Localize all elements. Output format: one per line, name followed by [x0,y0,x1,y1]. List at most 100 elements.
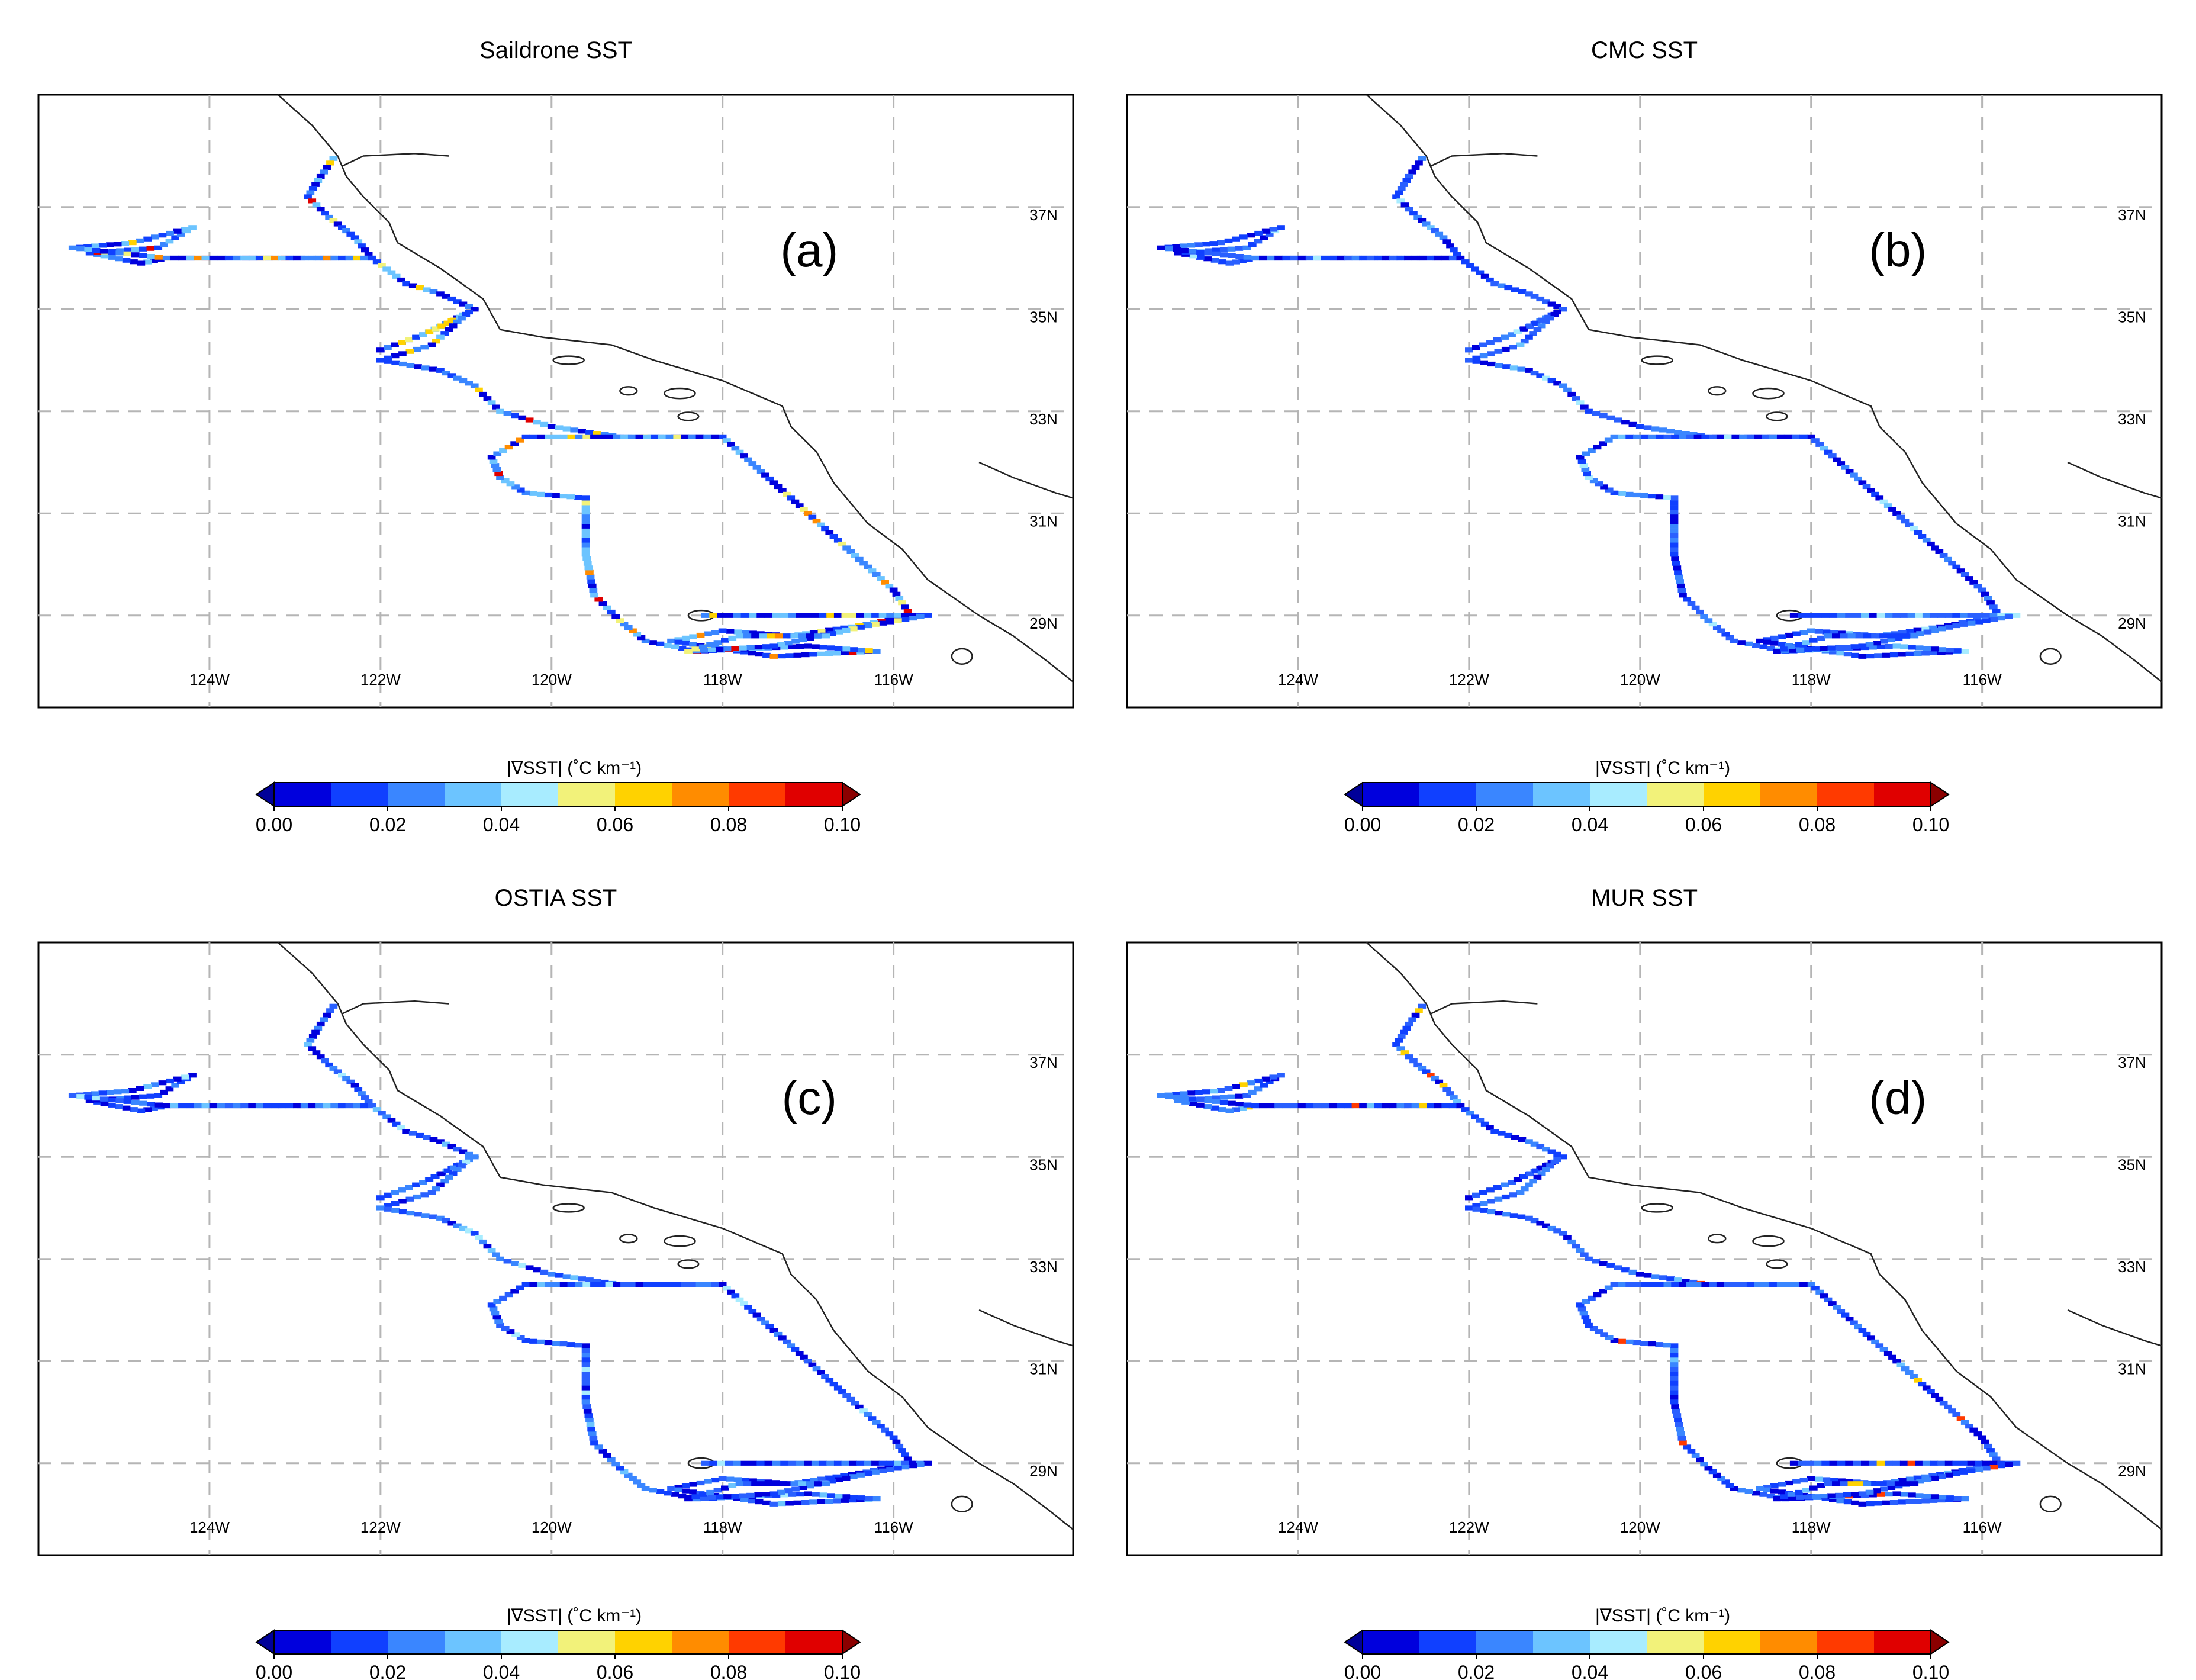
track-cell [1952,1470,1961,1476]
track-cell [209,1103,218,1109]
track-cell [506,481,515,487]
track-cell [1670,519,1679,524]
track-cell [1975,613,1983,618]
track-cell [1670,1343,1679,1348]
track-cell [681,1488,690,1494]
track-cell [285,1103,294,1109]
track-cell [1762,434,1770,439]
lon-tick-label: 120W [1620,671,1660,688]
track-cell [877,1424,885,1429]
track-cell [892,1439,901,1444]
track-cell [1885,613,1893,618]
track-cell [1691,605,1700,610]
track-cell [338,1073,346,1078]
track-cell [752,465,761,470]
track-cell [143,1107,152,1112]
track-cell [749,630,757,636]
track-cell [796,613,804,618]
track-cell [1670,514,1679,520]
track-cell [1493,337,1502,343]
track-cell [1212,1095,1221,1100]
track-cell [1944,556,1952,562]
track-cell [1960,622,1968,627]
track-cell [504,1292,513,1298]
track-cell [814,633,822,639]
track-cell [1374,1103,1383,1109]
track-cell [1274,255,1283,261]
track-cell [865,1496,873,1501]
track-cell [1876,613,1885,618]
bay-inlet-coastline [1430,1000,1538,1015]
track-cell [1944,613,1953,618]
colorbar-extend-low [1344,781,1363,807]
track-cell [603,1453,611,1458]
track-cell [308,1046,317,1051]
track-cell [1916,631,1924,636]
track-cell [674,1487,683,1492]
track-cell [429,1137,438,1142]
track-cell [751,633,759,639]
track-cell [353,1103,361,1109]
track-cell [479,1239,487,1245]
track-cell [1837,1309,1846,1314]
track-cell [1845,1317,1854,1322]
track-cell [593,431,601,436]
track-cell [1863,633,1872,639]
track-cell [872,1496,881,1502]
track-cell [1453,252,1461,257]
track-cell [423,1135,431,1140]
track-cell [901,613,910,618]
track-cell [1882,652,1891,658]
track-cell [1929,650,1938,655]
track-cell [1621,420,1630,425]
track-cell [459,378,468,384]
track-cell [423,287,431,292]
track-cell [635,434,644,439]
track-cell [1610,490,1619,495]
track-cell [806,1481,814,1486]
track-cell [1670,552,1679,557]
track-cell [443,320,452,326]
track-cell [801,1500,810,1505]
track-cell [1683,1444,1692,1450]
track-cell [817,1476,826,1482]
track-cell [525,1265,534,1270]
track-cell [1905,1370,1914,1375]
track-cell [1840,1481,1848,1486]
track-cell [1778,634,1786,639]
track-cell [453,1147,462,1152]
track-cell [1973,1431,1982,1437]
track-cell [1712,625,1721,630]
colorbar-segment [1817,1630,1875,1654]
panel-title: OSTIA SST [495,885,617,911]
island [677,1259,700,1269]
track-cell [838,541,846,547]
track-cell [733,1477,742,1482]
track-cell [1670,1357,1679,1363]
track-cell [767,1481,775,1486]
track-cell [1225,260,1234,266]
track-cell [1960,1460,1968,1466]
track-cell [1663,1282,1672,1287]
track-cell [1518,289,1527,294]
track-cell [1173,1095,1181,1100]
track-cell [397,277,405,283]
track-cell [442,1141,450,1147]
colorbar-label: |∇SST| (˚C km⁻¹) [507,758,642,778]
track-cell [581,523,590,529]
lat-tick-label: 35N [1029,308,1058,326]
track-cell [233,1103,241,1109]
track-cell [709,613,717,618]
track-cell [1930,1475,1939,1481]
track-cell [1670,528,1679,533]
track-cell [1585,1322,1593,1328]
track-cell [1671,1404,1679,1409]
track-cell [1465,1195,1473,1201]
track-cell [487,1302,496,1308]
track-cell [1640,1341,1648,1346]
track-cell [425,329,434,334]
track-cell [501,478,510,484]
track-cell [689,642,697,647]
track-cell [1235,1093,1244,1099]
track-cell [1581,1315,1590,1320]
